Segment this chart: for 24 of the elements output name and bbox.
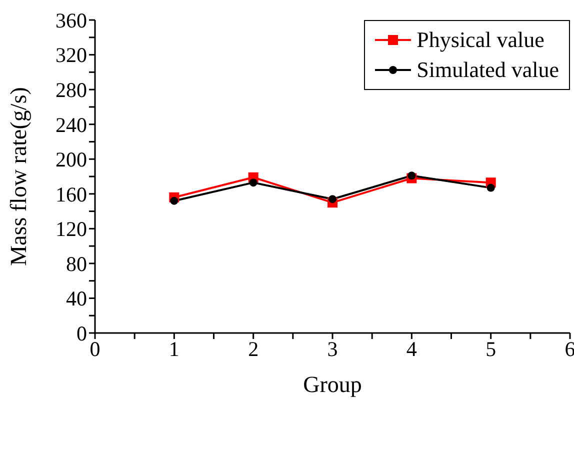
point	[328, 195, 336, 204]
y-tick-label: 200	[56, 148, 87, 172]
legend-label: Physical value	[416, 26, 544, 54]
x-tick-label: 5	[486, 336, 496, 361]
y-tick-label: 0	[76, 321, 87, 346]
point	[249, 178, 258, 187]
y-tick-label: 280	[56, 78, 87, 102]
point	[486, 184, 495, 192]
x-tick-label: 2	[248, 336, 259, 361]
point	[170, 196, 178, 205]
x-tick-label: 1	[168, 336, 180, 361]
y-tick-label: 80	[66, 252, 87, 276]
y-tick-label: 360	[56, 8, 87, 32]
legend-label: Simulated value	[416, 56, 559, 84]
y-tick-label: 40	[66, 286, 87, 311]
y-tick-label: 160	[56, 182, 87, 206]
y-axis-title: Mass flow rate(g/s)	[6, 87, 32, 266]
x-tick-label: 3	[327, 336, 338, 361]
x-tick-label: 4	[406, 336, 418, 361]
point	[408, 172, 416, 180]
y-tick-label: 120	[56, 217, 87, 242]
x-axis-title: Group	[303, 372, 362, 397]
y-tick-label: 240	[56, 112, 87, 137]
y-tick-label: 320	[56, 43, 87, 68]
